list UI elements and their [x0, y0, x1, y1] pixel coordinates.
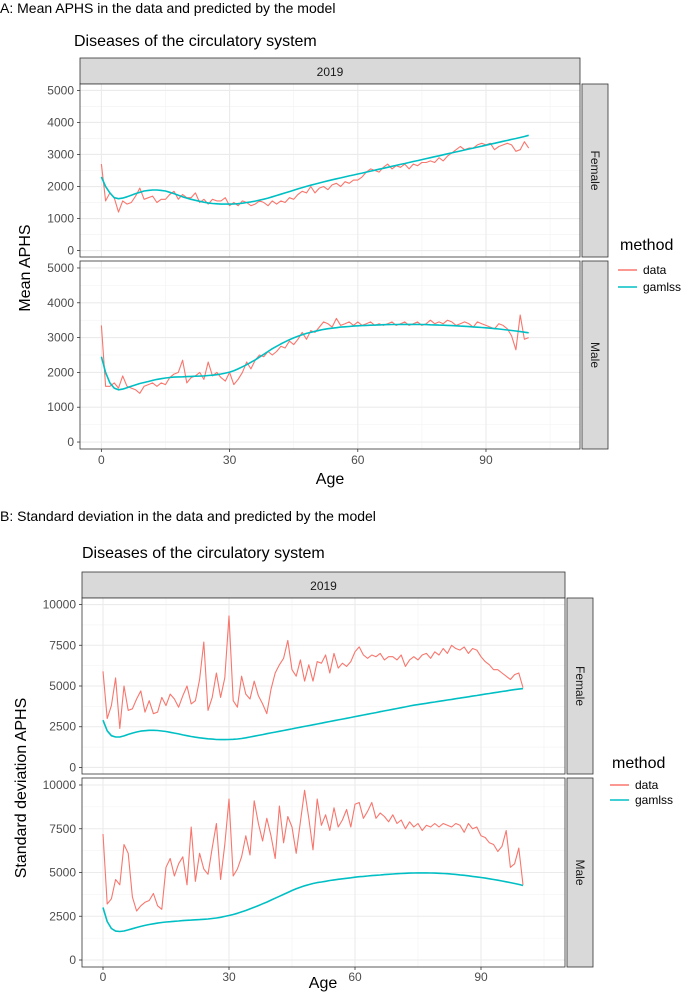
- x-tick-label: 90: [474, 970, 488, 984]
- y-tick-label: 10000: [43, 778, 77, 792]
- panel-b-facet-label-female: Female: [573, 666, 587, 706]
- panel-a-chart-title: Diseases of the circulatory system: [74, 33, 317, 50]
- panel-a-legend: method data gamlss: [618, 237, 681, 294]
- y-tick-label: 2500: [49, 909, 76, 923]
- y-tick-label: 4000: [47, 115, 74, 129]
- panel-b-legend: method data gamlss: [610, 755, 673, 807]
- panel-b-label: B: Standard deviation in the data and pr…: [0, 508, 376, 524]
- panel-b-strip: [81, 571, 566, 599]
- panel-b-x-axis-title: Age: [309, 975, 338, 992]
- panel-b-y-axis-title: Standard deviation APHS: [13, 698, 30, 879]
- panel-a-legend-title: method: [620, 237, 673, 254]
- panel-b-legend-label-gamlss: gamlss: [635, 793, 673, 807]
- y-tick-label: 5000: [49, 679, 76, 693]
- series-data-female-line: [102, 615, 524, 729]
- x-tick-label: 60: [351, 453, 365, 467]
- panel-b: B: Standard deviation in the data and pr…: [0, 508, 673, 992]
- plot-border: [79, 260, 581, 450]
- panel-a-label: A: Mean APHS in the data and predicted b…: [0, 0, 335, 16]
- panel-a-facet-strip-female: [581, 83, 609, 258]
- series-gamlss-female-line: [100, 134, 529, 205]
- panel-b-chart-title: Diseases of the circulatory system: [82, 545, 325, 562]
- panel-a-y-axis-title: Mean APHS: [17, 224, 34, 311]
- y-tick-label: 0: [67, 244, 74, 258]
- panel-a: A: Mean APHS in the data and predicted b…: [0, 0, 681, 488]
- y-tick-label: 3000: [47, 331, 74, 345]
- panel-b-legend-label-data: data: [635, 778, 659, 792]
- panel-a-x-axis: 0 30 60 90: [98, 449, 493, 467]
- panel-a-x-axis-title: Age: [316, 471, 345, 488]
- series-data-male-line: [100, 314, 529, 394]
- panel-b-legend-title: method: [612, 755, 665, 772]
- y-tick-label: 7500: [49, 638, 76, 652]
- panel-b-x-axis: 0 30 60 90: [100, 967, 488, 984]
- panel-b-facet-male: 0 2500 5000 7500 10000: [43, 777, 566, 968]
- y-tick-label: 1000: [47, 212, 74, 226]
- panel-a-facet-male: 0 1000 2000 3000 4000 5000: [47, 260, 581, 450]
- plot-border: [81, 777, 566, 968]
- series-gamlss-female-line: [102, 687, 524, 741]
- y-tick-label: 0: [69, 953, 76, 967]
- x-tick-label: 0: [100, 970, 107, 984]
- plot-border: [79, 83, 581, 258]
- y-tick-label: 2000: [47, 365, 74, 379]
- y-tick-label: 0: [67, 435, 74, 449]
- panel-a-strip-label: 2019: [317, 65, 344, 79]
- x-tick-label: 90: [479, 453, 493, 467]
- x-tick-label: 30: [223, 453, 237, 467]
- y-tick-label: 5000: [47, 261, 74, 275]
- panel-a-facet-label-female: Female: [588, 150, 602, 190]
- panel-a-legend-label-gamlss: gamlss: [643, 280, 681, 294]
- y-tick-label: 10000: [43, 598, 77, 612]
- x-tick-label: 60: [348, 970, 362, 984]
- series-gamlss-male-line: [100, 323, 529, 391]
- y-tick-label: 7500: [49, 822, 76, 836]
- panel-b-strip-label: 2019: [310, 579, 337, 593]
- panel-b-facet-female: 0 2500 5000 7500 10000: [43, 597, 566, 775]
- x-tick-label: 0: [98, 453, 105, 467]
- plot-border: [81, 597, 566, 775]
- panel-b-facet-strip-male: [566, 777, 594, 968]
- y-tick-label: 2500: [49, 720, 76, 734]
- series-gamlss-male-line: [102, 872, 524, 933]
- y-tick-label: 5000: [49, 866, 76, 880]
- y-tick-label: 4000: [47, 296, 74, 310]
- panel-a-legend-label-data: data: [643, 263, 667, 277]
- series-data-male-line: [102, 789, 524, 912]
- panel-b-facet-strip-female: [566, 597, 594, 775]
- y-tick-label: 2000: [47, 180, 74, 194]
- panel-a-facet-label-male: Male: [588, 342, 602, 368]
- panel-a-facet-strip-male: [581, 260, 609, 450]
- x-tick-label: 30: [222, 970, 236, 984]
- panel-a-strip: [79, 57, 581, 85]
- panel-a-facet-female: 0 1000 2000 3000 4000 5000: [47, 83, 581, 258]
- y-tick-label: 5000: [47, 83, 74, 97]
- y-tick-label: 0: [69, 760, 76, 774]
- panel-b-facet-label-male: Male: [573, 859, 587, 885]
- y-tick-label: 1000: [47, 400, 74, 414]
- y-tick-label: 3000: [47, 147, 74, 161]
